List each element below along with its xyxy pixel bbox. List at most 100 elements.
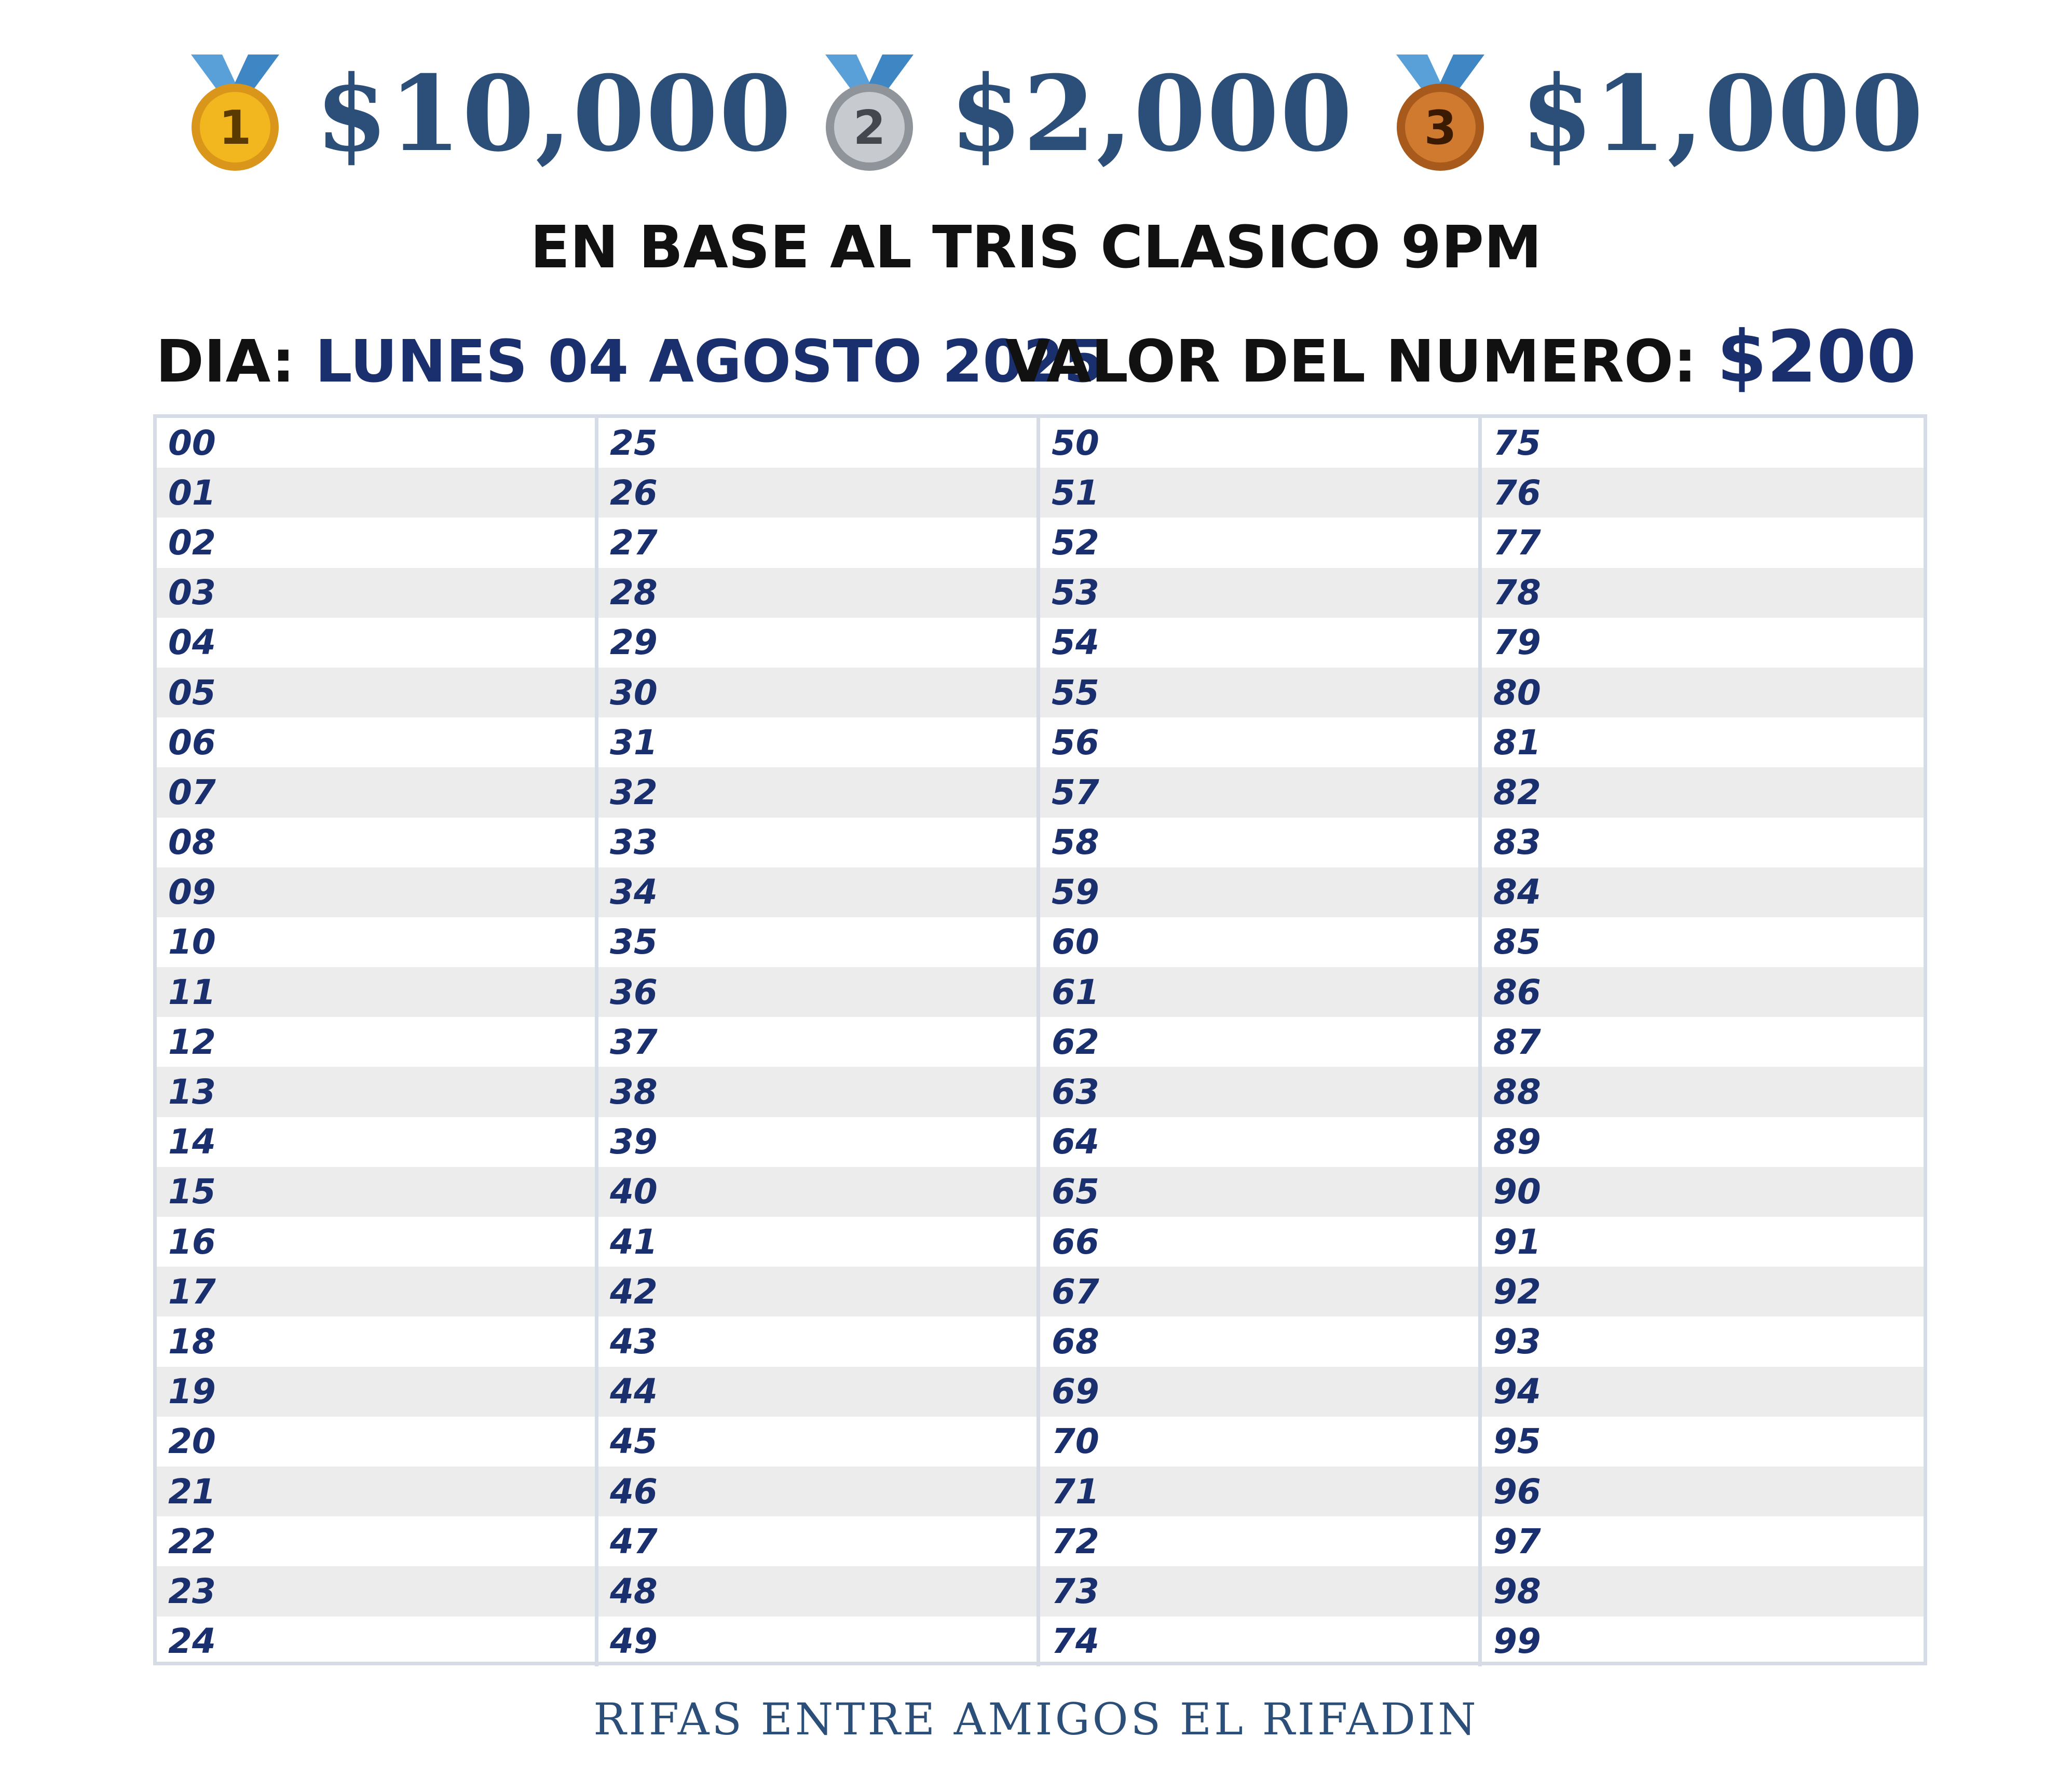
number-cell[interactable]: 68 [1052, 1321, 1099, 1362]
number-cell[interactable]: 63 [1040, 1067, 1478, 1117]
number-cell[interactable]: 79 [1493, 622, 1541, 663]
number-cell[interactable]: 28 [598, 567, 1037, 618]
number-cell[interactable]: 48 [598, 1566, 1037, 1617]
number-cell[interactable]: 30 [598, 667, 1037, 718]
number-cell[interactable]: 35 [610, 922, 658, 962]
number-cell[interactable]: 70 [1052, 1421, 1099, 1462]
number-cell[interactable]: 91 [1493, 1221, 1541, 1262]
number-cell[interactable]: 12 [168, 1022, 216, 1062]
number-cell[interactable]: 20 [168, 1421, 216, 1462]
number-cell[interactable]: 15 [157, 1166, 595, 1217]
number-cell[interactable]: 02 [168, 522, 216, 563]
number-cell[interactable]: 18 [168, 1321, 216, 1362]
number-cell[interactable]: 65 [1040, 1166, 1478, 1217]
number-cell[interactable]: 61 [1040, 967, 1478, 1017]
number-cell[interactable]: 11 [157, 967, 595, 1017]
number-cell[interactable]: 87 [1493, 1022, 1541, 1062]
number-cell[interactable]: 47 [610, 1521, 658, 1562]
number-cell[interactable]: 31 [610, 722, 658, 763]
number-cell[interactable]: 10 [168, 922, 216, 962]
number-cell[interactable]: 92 [1482, 1267, 1924, 1317]
number-cell[interactable]: 50 [1052, 423, 1099, 463]
number-cell[interactable]: 14 [168, 1122, 216, 1162]
number-cell[interactable]: 25 [610, 423, 658, 463]
number-cell[interactable]: 40 [598, 1166, 1037, 1217]
number-cell[interactable]: 81 [1493, 722, 1541, 763]
number-cell[interactable]: 33 [610, 822, 658, 863]
number-cell[interactable]: 76 [1482, 468, 1924, 518]
number-cell[interactable]: 55 [1040, 667, 1478, 718]
number-cell[interactable]: 37 [610, 1022, 658, 1062]
number-cell[interactable]: 53 [1040, 567, 1478, 618]
number-cell[interactable]: 80 [1482, 667, 1924, 718]
number-cell[interactable]: 54 [1052, 622, 1099, 663]
number-cell[interactable]: 45 [610, 1421, 658, 1462]
number-cell[interactable]: 22 [168, 1521, 216, 1562]
number-cell[interactable]: 96 [1482, 1466, 1924, 1517]
number-cell[interactable]: 41 [610, 1221, 658, 1262]
number-cell[interactable]: 07 [157, 767, 595, 818]
number-cell[interactable]: 09 [157, 867, 595, 917]
number-cell[interactable]: 67 [1040, 1267, 1478, 1317]
number-cell[interactable]: 49 [610, 1621, 658, 1662]
number-cell[interactable]: 03 [157, 567, 595, 618]
number-cell[interactable]: 64 [1052, 1122, 1099, 1162]
number-cell[interactable]: 84 [1482, 867, 1924, 917]
number-cell[interactable]: 00 [168, 423, 216, 463]
number-cell[interactable]: 82 [1482, 767, 1924, 818]
number-cell[interactable]: 89 [1493, 1122, 1541, 1162]
number-cell[interactable]: 71 [1040, 1466, 1478, 1517]
number-cell[interactable]: 95 [1493, 1421, 1541, 1462]
number-cell[interactable]: 34 [598, 867, 1037, 917]
number-cell[interactable]: 24 [168, 1621, 216, 1662]
number-cell[interactable]: 73 [1040, 1566, 1478, 1617]
number-cell[interactable]: 69 [1040, 1366, 1478, 1417]
number-cell[interactable]: 78 [1482, 567, 1924, 618]
number-cell[interactable]: 59 [1040, 867, 1478, 917]
number-cell[interactable]: 93 [1493, 1321, 1541, 1362]
number-cell[interactable]: 94 [1482, 1366, 1924, 1417]
number-cell[interactable]: 04 [168, 622, 216, 663]
number-cell[interactable]: 62 [1052, 1022, 1099, 1062]
number-cell[interactable]: 26 [598, 468, 1037, 518]
number-cell[interactable]: 23 [157, 1566, 595, 1617]
number-cell[interactable]: 85 [1493, 922, 1541, 962]
number-cell[interactable]: 60 [1052, 922, 1099, 962]
number-cell[interactable]: 77 [1493, 522, 1541, 563]
number-cell[interactable]: 57 [1040, 767, 1478, 818]
number-cell[interactable]: 39 [610, 1122, 658, 1162]
number-cell[interactable]: 13 [157, 1067, 595, 1117]
number-cell[interactable]: 17 [157, 1267, 595, 1317]
number-cell[interactable]: 52 [1052, 522, 1099, 563]
number-cell[interactable]: 98 [1482, 1566, 1924, 1617]
number-cell[interactable]: 38 [598, 1067, 1037, 1117]
number-cell[interactable]: 44 [598, 1366, 1037, 1417]
number-cell[interactable]: 90 [1482, 1166, 1924, 1217]
number-cell[interactable]: 86 [1482, 967, 1924, 1017]
number-cell[interactable]: 06 [168, 722, 216, 763]
number-cell[interactable]: 72 [1052, 1521, 1099, 1562]
number-cell[interactable]: 51 [1040, 468, 1478, 518]
number-cell[interactable]: 05 [157, 667, 595, 718]
number-cell[interactable]: 21 [157, 1466, 595, 1517]
number-cell[interactable]: 74 [1052, 1621, 1099, 1662]
number-cell[interactable]: 99 [1493, 1621, 1541, 1662]
number-cell[interactable]: 46 [598, 1466, 1037, 1517]
number-cell[interactable]: 36 [598, 967, 1037, 1017]
number-cell[interactable]: 29 [610, 622, 658, 663]
number-cell[interactable]: 16 [168, 1221, 216, 1262]
number-cell[interactable]: 58 [1052, 822, 1099, 863]
number-cell[interactable]: 32 [598, 767, 1037, 818]
number-cell[interactable]: 75 [1493, 423, 1541, 463]
number-cell[interactable]: 19 [157, 1366, 595, 1417]
number-cell[interactable]: 83 [1493, 822, 1541, 863]
number-cell[interactable]: 66 [1052, 1221, 1099, 1262]
number-cell[interactable]: 56 [1052, 722, 1099, 763]
number-cell[interactable]: 88 [1482, 1067, 1924, 1117]
number-cell[interactable]: 42 [598, 1267, 1037, 1317]
number-cell[interactable]: 97 [1493, 1521, 1541, 1562]
number-cell[interactable]: 08 [168, 822, 216, 863]
number-cell[interactable]: 43 [610, 1321, 658, 1362]
number-cell[interactable]: 27 [610, 522, 658, 563]
number-cell[interactable]: 01 [157, 468, 595, 518]
